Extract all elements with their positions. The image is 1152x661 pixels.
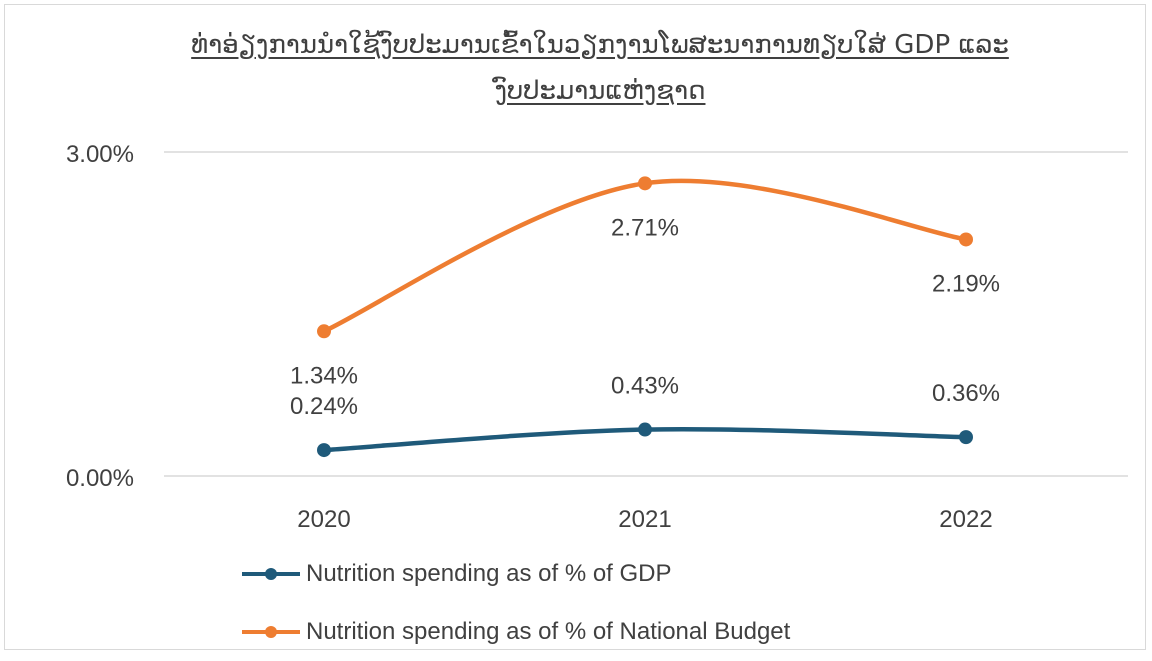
series-0-data-label-2022: 0.36% (932, 380, 1000, 407)
series-line-1 (321, 178, 969, 334)
series-0-data-label-2021: 0.43% (611, 373, 679, 400)
legend-swatch-national-budget (242, 626, 300, 638)
y-tick-label-bottom: 0.00% (66, 465, 134, 492)
series-0-point-2021 (638, 422, 652, 437)
chart-title-line-1: ທ່າອ່ຽງການນຳໃຊ້ງົບປະມານເຂົ້າໃນວຽກງານໂພສະ… (191, 30, 1009, 60)
legend-label-national-budget: Nutrition spending as of % of National B… (306, 618, 791, 645)
series-0-point-2022 (959, 430, 973, 445)
series-0-point-2020 (317, 443, 331, 458)
chart-title: ທ່າອ່ຽງການນຳໃຊ້ງົບປະມານເຂົ້າໃນວຽກງານໂພສະ… (100, 22, 1100, 114)
legend-item-national-budget: Nutrition spending as of % of National B… (240, 603, 790, 661)
legend-item-gdp: Nutrition spending as of % of GDP (240, 545, 790, 603)
series-1-data-label-2022: 2.19% (932, 270, 1000, 297)
series-1-data-label-2020: 1.34% (290, 362, 358, 389)
x-tick-label-2022: 2022 (939, 506, 992, 533)
x-tick-label-2021: 2021 (618, 506, 671, 533)
series-0-data-label-2020: 0.24% (290, 393, 358, 420)
chart-frame (4, 4, 1146, 650)
legend-label-gdp: Nutrition spending as of % of GDP (306, 560, 672, 587)
x-tick-label-2020: 2020 (297, 506, 350, 533)
series-layer: 0.24% 0.43% 0.36% 1.34% 2.71% 2.19% (290, 176, 1000, 458)
series-1-point-2022 (959, 232, 973, 247)
series-1-point-2020 (317, 324, 331, 339)
y-tick-label-top: 3.00% (66, 141, 134, 168)
series-1-point-2021 (638, 176, 652, 191)
legend-swatch-gdp (242, 568, 300, 580)
legend: Nutrition spending as of % of GDP Nutrit… (240, 545, 790, 661)
chart-title-line-2: ງົບປະມານແຫ່ງຊາດ (494, 76, 706, 106)
series-1-data-label-2021: 2.71% (611, 214, 679, 241)
